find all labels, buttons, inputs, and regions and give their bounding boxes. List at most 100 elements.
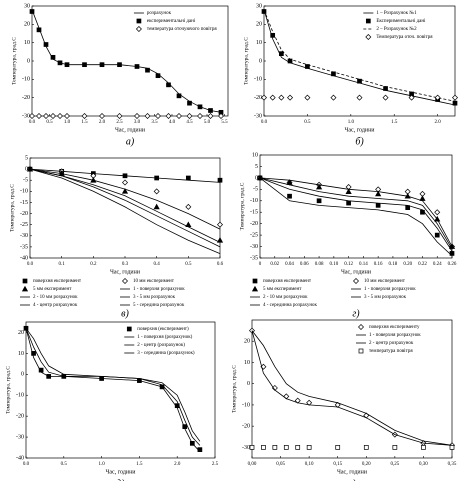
- marker: [50, 113, 56, 119]
- legend-label: температура оточуючого повітря: [147, 27, 217, 32]
- y-tick-label: 20: [244, 339, 250, 345]
- marker: [315, 183, 323, 190]
- series-line: [263, 9, 456, 102]
- x-tick-label: 1.5: [81, 120, 88, 125]
- x-tick-label: 1.5: [391, 120, 398, 125]
- plot-frame: [25, 321, 216, 459]
- marker: [356, 94, 363, 101]
- marker: [283, 445, 289, 450]
- marker: [43, 42, 49, 47]
- y-tick-label: -30: [22, 113, 30, 119]
- series-line: [251, 330, 453, 446]
- legend-label: 1 - поверхня (розрахунок): [137, 335, 192, 340]
- y-tick-label: -40: [20, 255, 28, 261]
- x-tick-label: 0.0: [261, 120, 268, 125]
- y-tick-label: -30: [242, 445, 250, 451]
- marker: [135, 26, 142, 32]
- x-tick-label: 0.0: [23, 462, 30, 467]
- series-line: [29, 168, 221, 230]
- y-tick-label: 10: [252, 152, 258, 158]
- marker: [186, 113, 193, 119]
- marker: [365, 34, 372, 40]
- marker: [57, 113, 63, 119]
- x-tick-label: 0,05: [276, 462, 285, 467]
- y-tick-label: 5: [25, 155, 28, 161]
- y-tick-label: 20: [256, 22, 262, 28]
- marker: [23, 325, 29, 331]
- panel-caption: е): [348, 478, 356, 481]
- marker: [251, 285, 259, 292]
- x-axis-label: Час, години: [344, 127, 375, 133]
- marker: [197, 104, 203, 110]
- marker: [43, 113, 49, 119]
- legend-label: 10 мм експеримент: [133, 279, 175, 284]
- legend-label: 1 – Розрахунок №1: [376, 10, 417, 16]
- y-tick-label: -35: [250, 255, 258, 261]
- marker: [269, 94, 276, 101]
- marker: [50, 54, 56, 60]
- legend-label: розрахунок: [147, 11, 172, 16]
- y-tick-label: -20: [16, 414, 24, 420]
- y-tick-label: 10: [24, 40, 30, 46]
- y-tick-label: -20: [250, 221, 258, 227]
- series-line: [259, 177, 453, 256]
- series-line: [259, 177, 453, 247]
- x-tick-label: 5.0: [204, 120, 211, 125]
- y-axis-label: Температура, град.С: [5, 366, 11, 414]
- plot-frame: [259, 154, 453, 259]
- y-tick-label: -20: [242, 424, 250, 430]
- marker: [176, 93, 182, 99]
- marker: [249, 445, 255, 450]
- y-tick-label: 0: [25, 166, 28, 172]
- marker: [261, 94, 267, 101]
- x-tick-label: 0,10: [305, 462, 314, 467]
- series-line: [263, 9, 456, 106]
- panel-caption: б): [355, 136, 364, 147]
- y-tick-label: -10: [254, 77, 262, 83]
- series-line: [259, 177, 453, 250]
- marker: [287, 193, 292, 199]
- panel-caption: д): [116, 478, 125, 481]
- series-line: [29, 168, 221, 254]
- x-tick-label: 0.14: [359, 262, 368, 267]
- marker: [176, 113, 182, 119]
- marker: [449, 445, 455, 450]
- x-tick-label: 0,00: [248, 462, 257, 467]
- marker: [345, 188, 352, 194]
- marker: [287, 94, 294, 101]
- series-line: [251, 330, 453, 446]
- marker: [208, 108, 213, 113]
- y-tick-label: -30: [16, 434, 24, 440]
- marker: [144, 113, 151, 119]
- marker: [64, 62, 70, 68]
- y-tick-label: 10: [18, 351, 24, 357]
- legend-label: 10 мм експеримент: [364, 279, 406, 284]
- marker: [134, 64, 140, 69]
- y-tick-label: -20: [254, 95, 262, 101]
- marker: [375, 190, 382, 197]
- plot-frame: [251, 319, 453, 459]
- x-tick-label: 0.10: [329, 262, 338, 267]
- x-tick-label: 0.3: [122, 262, 129, 267]
- x-tick-label: 0.6: [217, 262, 224, 267]
- y-axis-label: Температура, град.С: [243, 37, 249, 85]
- y-tick-label: -10: [250, 198, 258, 204]
- legend-label: 3 - 5 мм розрахунок: [364, 295, 407, 300]
- marker: [452, 100, 458, 106]
- marker: [122, 278, 128, 284]
- legend-label: 4 - серединна розрахунок: [263, 303, 318, 308]
- series-line: [25, 328, 201, 446]
- marker: [392, 445, 398, 450]
- series-line: [25, 328, 201, 452]
- x-tick-label: 2.0: [99, 120, 106, 125]
- y-tick-label: 0: [27, 58, 30, 64]
- marker: [197, 113, 203, 119]
- legend-label: поверхня експеримент: [33, 279, 82, 284]
- legend-label: 5 - середина розрахунок: [133, 303, 185, 308]
- x-tick-label: 0.0: [27, 262, 34, 267]
- marker: [419, 195, 426, 201]
- y-tick-label: 20: [24, 22, 30, 28]
- x-tick-label: 0.5: [46, 120, 53, 125]
- marker: [357, 78, 362, 84]
- marker: [358, 324, 364, 330]
